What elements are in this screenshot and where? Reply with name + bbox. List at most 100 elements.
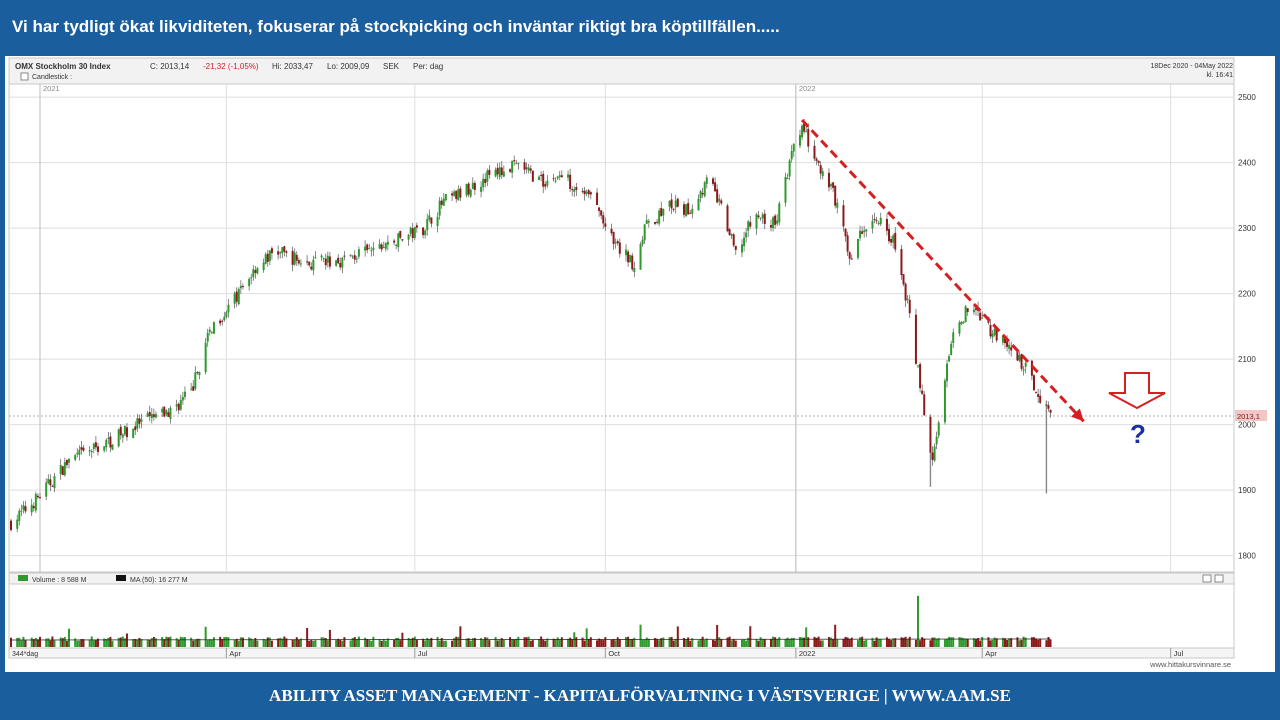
candle-body xyxy=(32,505,35,509)
candle-body xyxy=(455,190,458,200)
candle xyxy=(919,362,922,393)
trendline-arrowhead xyxy=(1071,408,1084,422)
volume-bar xyxy=(239,637,242,647)
candle-body xyxy=(554,180,557,182)
volume-bar xyxy=(792,637,795,647)
volume-bar xyxy=(819,640,822,647)
candle-body xyxy=(339,262,342,268)
volume-bar xyxy=(877,638,880,647)
candle-body xyxy=(989,324,992,337)
zoom-icon[interactable] xyxy=(1202,574,1212,583)
chart-type-checkbox[interactable] xyxy=(20,72,29,81)
volume-bar xyxy=(714,640,717,647)
candle-body xyxy=(560,175,563,178)
candle xyxy=(397,232,400,252)
volume-bar xyxy=(349,640,352,647)
volume-bar xyxy=(264,640,267,647)
candle-body xyxy=(747,221,750,231)
candle xyxy=(204,338,207,375)
volume-bar xyxy=(198,638,201,647)
volume-bars xyxy=(10,595,1052,647)
candle-body xyxy=(469,189,472,197)
expand-icon[interactable] xyxy=(1214,574,1224,583)
candle xyxy=(660,201,663,217)
candle-body xyxy=(121,434,124,438)
candle-body xyxy=(950,343,953,355)
volume-bar xyxy=(219,636,222,647)
candle xyxy=(890,236,893,246)
candle-body xyxy=(270,248,273,254)
candle xyxy=(560,170,563,178)
chart-type-label[interactable]: Candlestick : xyxy=(32,74,72,81)
candle xyxy=(210,331,213,335)
candle-body xyxy=(544,184,547,187)
candle xyxy=(639,241,642,270)
volume-bar xyxy=(759,637,762,647)
candle xyxy=(1049,409,1052,418)
candle-body xyxy=(933,446,936,461)
candle xyxy=(832,182,835,192)
candle xyxy=(465,183,468,198)
candle xyxy=(745,227,748,243)
candle-body xyxy=(241,286,244,288)
volume-bar xyxy=(726,637,729,647)
volume-bar xyxy=(326,640,329,647)
candle-body xyxy=(407,234,410,240)
candle-body xyxy=(558,175,561,178)
candle-body xyxy=(674,200,677,208)
candle-body xyxy=(322,258,325,260)
candle xyxy=(192,379,195,392)
candle-body xyxy=(210,331,213,333)
candle xyxy=(616,239,619,246)
volume-bar xyxy=(670,636,673,647)
candle xyxy=(382,241,385,249)
candle-body xyxy=(763,213,766,224)
candle-body xyxy=(689,212,692,214)
candle-body xyxy=(962,321,965,323)
candle xyxy=(873,212,876,224)
volume-bar xyxy=(1022,636,1025,647)
volume-bar xyxy=(571,638,574,647)
candle xyxy=(662,208,665,222)
volume-bar xyxy=(977,637,980,647)
candle xyxy=(196,371,199,375)
candle-body xyxy=(235,291,238,302)
volume-bar xyxy=(728,636,731,647)
volume-bar xyxy=(34,637,37,647)
volume-bar xyxy=(438,640,441,647)
candle-body xyxy=(1024,362,1027,367)
volume-bar xyxy=(716,624,719,647)
volume-bar xyxy=(560,637,563,647)
candle-body xyxy=(517,162,520,164)
candle-body xyxy=(546,180,549,186)
volume-bar xyxy=(846,637,849,647)
volume-bar xyxy=(268,637,271,647)
candle xyxy=(774,214,777,229)
candle-body xyxy=(440,200,443,205)
candle xyxy=(339,257,342,271)
candle xyxy=(674,194,677,214)
candle-body xyxy=(293,252,296,265)
candle xyxy=(523,158,526,175)
candle-body xyxy=(749,222,752,227)
x-tick-label: Apr xyxy=(985,649,997,658)
candle xyxy=(676,197,679,208)
candle xyxy=(960,321,963,326)
volume-bar xyxy=(1035,638,1038,647)
volume-bar xyxy=(61,638,64,647)
candle xyxy=(384,242,387,252)
candle-body xyxy=(836,202,839,208)
candle-body xyxy=(614,242,617,244)
volume-bar xyxy=(82,639,85,647)
volume-bar xyxy=(991,639,994,647)
candle-body xyxy=(948,356,951,362)
volume-bar xyxy=(871,637,874,647)
volume-bar xyxy=(399,640,402,647)
candle xyxy=(542,170,545,194)
candle-body xyxy=(885,219,888,231)
volume-bar xyxy=(18,637,21,647)
candle xyxy=(38,493,41,499)
candle xyxy=(625,244,628,262)
candle-body xyxy=(807,128,810,147)
candle-body xyxy=(627,251,630,263)
